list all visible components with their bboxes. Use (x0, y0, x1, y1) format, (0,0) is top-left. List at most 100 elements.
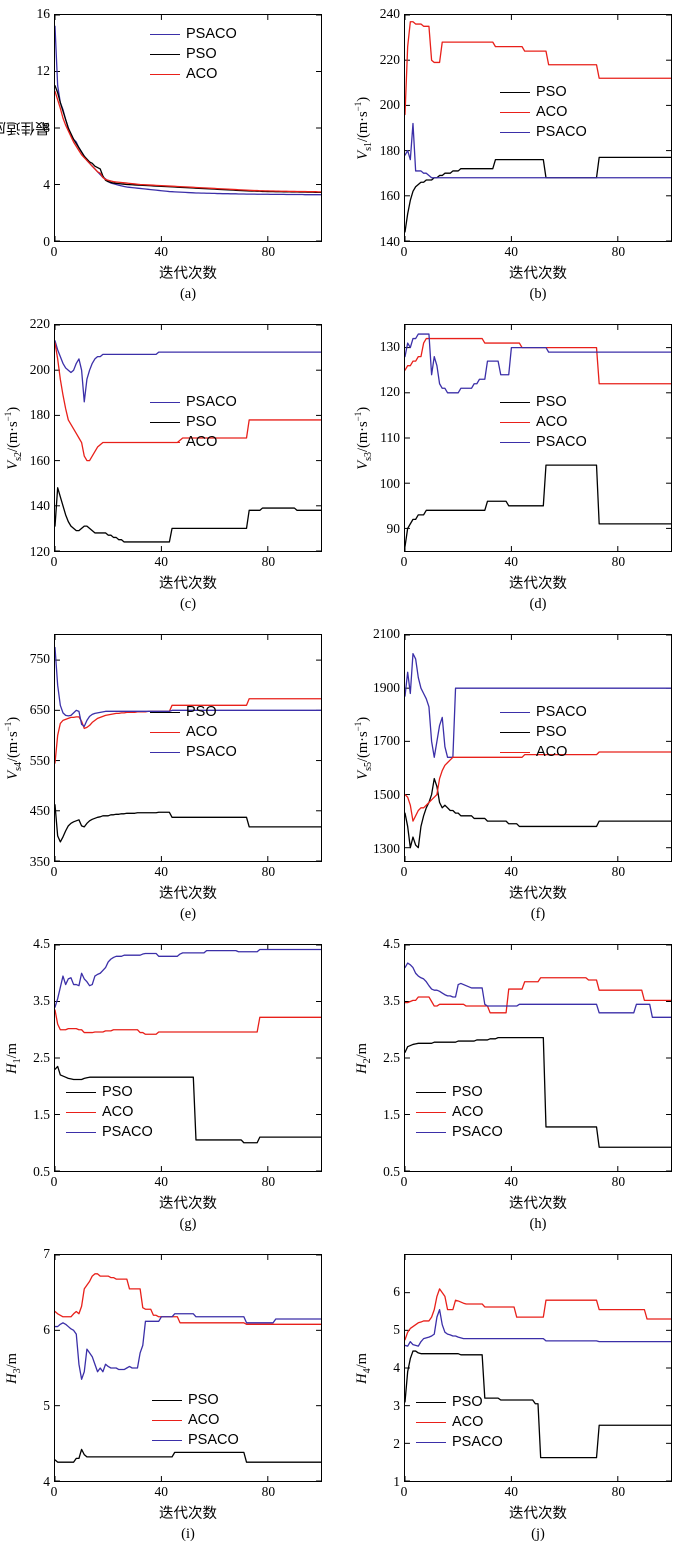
legend-swatch (150, 53, 180, 55)
legend-item: PSACO (500, 702, 587, 722)
chart-panel-j: H4/m 1 2 3 4 5 6 PSO ACO PSACO 0 40 80 迭代次数 (j) (350, 1240, 700, 1550)
y-tick-label: 160 (379, 188, 400, 204)
y-tick-label: 3 (393, 1398, 400, 1413)
legend-item: PSO (500, 722, 587, 742)
y-axis-ticks: 0.5 1.5 2.5 3.5 4.5 (16, 936, 52, 1179)
y-tick-label: 200 (29, 361, 50, 377)
y-tick-label: 4.5 (383, 936, 400, 951)
x-tick-label: 40 (504, 1174, 518, 1189)
y-tick-label: 12 (36, 63, 51, 78)
legend-item: PSACO (150, 24, 237, 44)
x-tick-label: 0 (400, 1174, 408, 1189)
plot-area (54, 634, 322, 862)
legend-label: ACO (186, 433, 218, 450)
y-tick-label: 4 (393, 1360, 400, 1375)
x-tick-label: 80 (611, 1484, 626, 1499)
chart-panel-i: H3/m 4 5 6 7 PSO ACO PSACO 0 40 80 迭代次数 (i) (0, 1240, 350, 1550)
legend-g: PSO ACO PSACO (66, 1082, 153, 1142)
y-tick-label: 120 (379, 384, 400, 400)
y-tick-label: 100 (379, 475, 400, 491)
legend-f: PSACO PSO ACO (500, 702, 587, 762)
x-axis-label: 迭代次数 (509, 576, 567, 592)
legend-a: PSACO PSO ACO (150, 24, 237, 84)
y-tick-label: 650 (29, 702, 50, 717)
legend-label: ACO (536, 413, 568, 430)
legend-item: ACO (150, 64, 237, 84)
legend-label: ACO (452, 1413, 484, 1430)
x-tick-label: 0 (400, 554, 408, 569)
y-tick-label: 140 (29, 498, 50, 514)
chart-panel-c: Vs2/(m·s−1) 120 140 160 180 200 220 PSACO PSO ACO… (0, 310, 350, 620)
legend-item: ACO (500, 742, 587, 762)
x-tick-label: 0 (400, 864, 408, 879)
legend-label: ACO (186, 65, 218, 82)
y-tick-label: 160 (29, 452, 50, 468)
x-tick-label: 80 (261, 244, 276, 259)
legend-item: ACO (150, 722, 237, 742)
legend-swatch (416, 1421, 446, 1423)
x-tick-label: 40 (154, 864, 168, 879)
panel-caption: (g) (179, 1216, 197, 1232)
y-axis-ticks: 4 5 6 7 (16, 1246, 52, 1489)
panel-caption: (f) (530, 906, 546, 922)
legend-label: PSACO (188, 1431, 239, 1448)
y-tick-label: 1900 (373, 679, 400, 695)
legend-j: PSO ACO PSACO (416, 1392, 503, 1452)
x-axis-label: 迭代次数 (159, 886, 217, 902)
legend-c: PSACO PSO ACO (150, 392, 237, 452)
chart-panel-g: H1/m 0.5 1.5 2.5 3.5 4.5 PSO ACO PSACO 0 40 80 迭代次数(… (0, 930, 350, 1240)
y-tick-label: 3.5 (33, 993, 50, 1008)
legend-swatch (66, 1091, 96, 1093)
x-axis-ticks: 0 40 80 (400, 864, 672, 882)
legend-i: PSO ACO PSACO (152, 1390, 239, 1450)
y-axis-ticks: 140 160 180 200 220 240 (366, 6, 402, 249)
legend-item: ACO (66, 1102, 153, 1122)
x-tick-label: 0 (50, 864, 58, 879)
y-tick-label: 110 (380, 430, 400, 445)
legend-item: PSACO (500, 122, 587, 142)
legend-item: PSO (500, 82, 587, 102)
legend-item: PSACO (150, 742, 237, 762)
y-tick-label: 180 (379, 142, 400, 158)
y-tick-label: 1700 (373, 733, 400, 749)
legend-swatch (150, 751, 180, 753)
legend-label: PSO (452, 1083, 483, 1100)
x-tick-label: 80 (261, 554, 276, 569)
x-tick-label: 80 (611, 244, 626, 259)
legend-item: PSO (416, 1082, 503, 1102)
y-tick-label: 16 (36, 6, 51, 21)
x-tick-label: 40 (154, 1174, 168, 1189)
legend-item: ACO (416, 1102, 503, 1122)
y-tick-label: 2100 (373, 626, 400, 641)
legend-item: PSACO (500, 432, 587, 452)
y-tick-label: 180 (29, 407, 50, 423)
x-axis-ticks: 0 40 80 (400, 1174, 672, 1192)
legend-label: PSACO (452, 1433, 503, 1450)
x-tick-label: 80 (611, 1174, 626, 1189)
legend-label: PSACO (452, 1123, 503, 1140)
plot-area (404, 944, 672, 1172)
legend-swatch (150, 711, 180, 713)
panel-caption: (e) (179, 906, 197, 922)
y-tick-label: 6 (393, 1284, 400, 1299)
legend-label: ACO (102, 1103, 134, 1120)
x-tick-label: 0 (400, 1484, 408, 1499)
legend-swatch (152, 1439, 182, 1441)
legend-swatch (500, 731, 530, 733)
x-axis-ticks: 0 40 80 (400, 554, 672, 572)
x-tick-label: 0 (50, 1484, 58, 1499)
plot-area (404, 14, 672, 242)
legend-swatch (66, 1111, 96, 1113)
legend-label: PSACO (186, 743, 237, 760)
legend-label: PSO (186, 45, 217, 62)
y-tick-label: 240 (379, 6, 400, 21)
y-tick-label: 5 (43, 1398, 50, 1413)
y-tick-label: 90 (386, 521, 401, 537)
x-tick-label: 0 (50, 1174, 58, 1189)
legend-item: PSO (152, 1390, 239, 1410)
legend-label: PSO (188, 1391, 219, 1408)
legend-item: PSACO (150, 392, 237, 412)
x-tick-label: 40 (504, 864, 518, 879)
y-tick-label: 6 (43, 1322, 50, 1337)
